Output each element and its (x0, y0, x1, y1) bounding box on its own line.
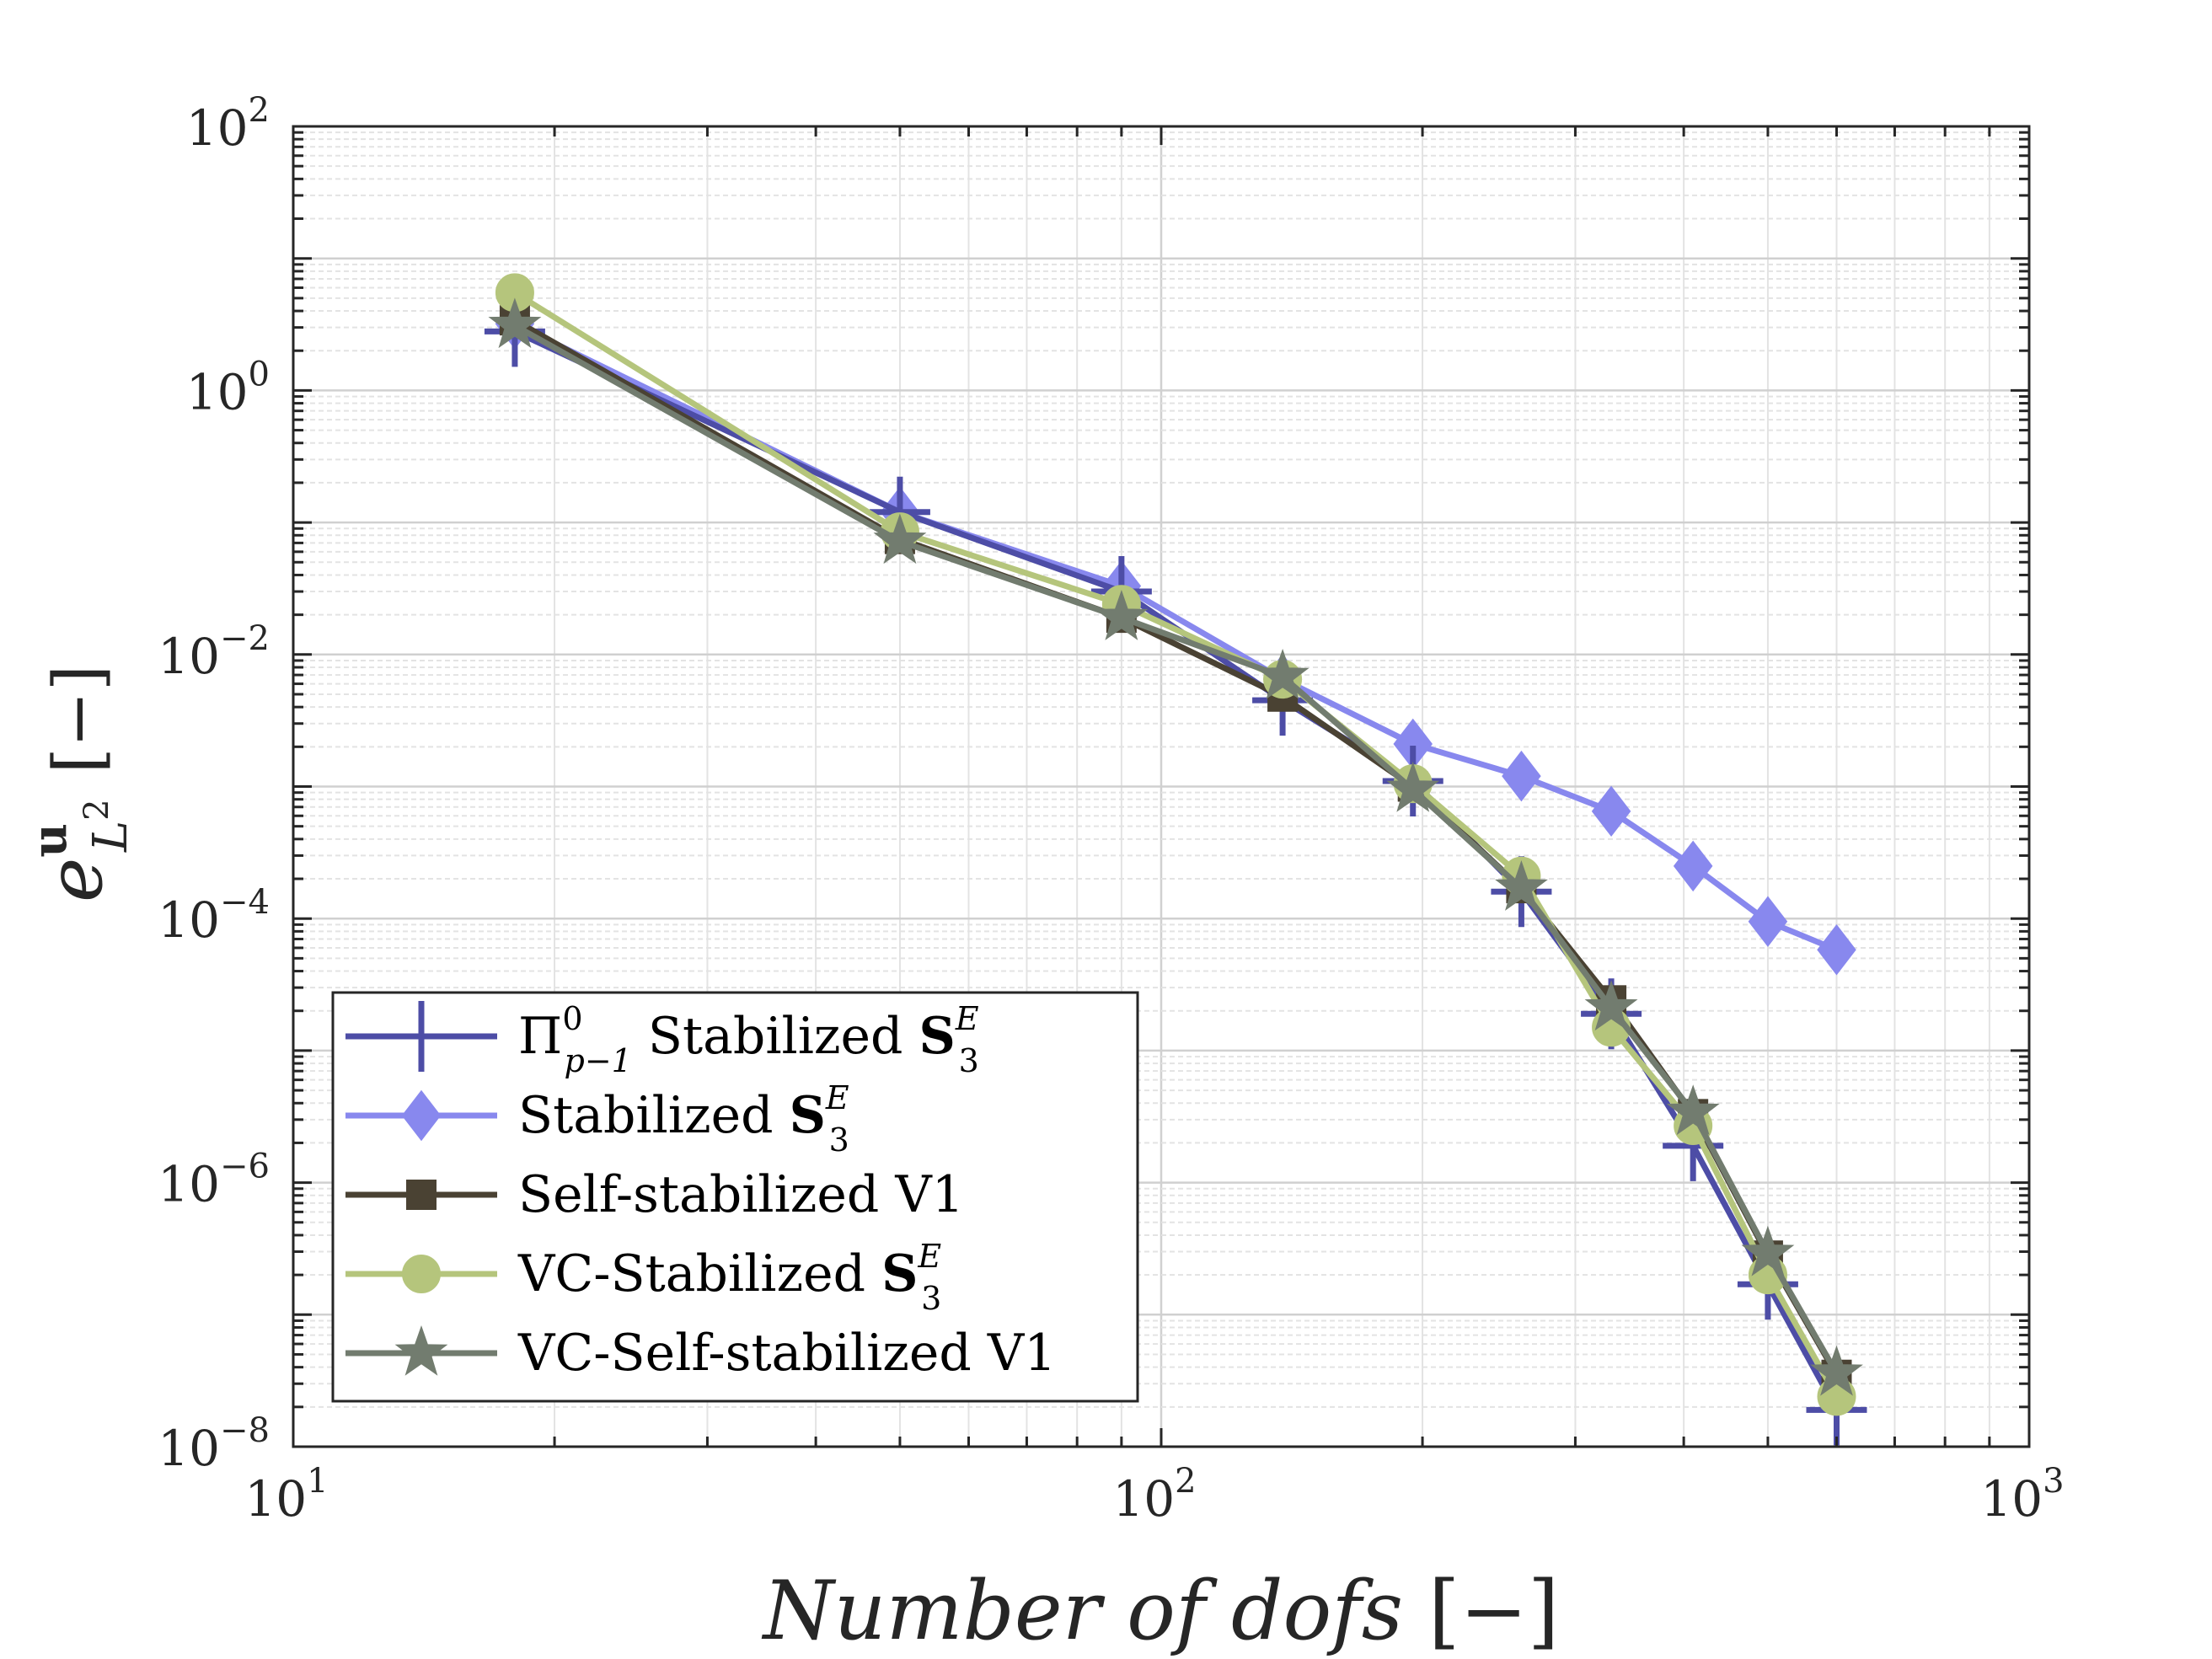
y-tick-label-base: 10 (158, 1420, 220, 1477)
legend-label: Self-stabilized V1 (518, 1165, 964, 1224)
y-label-subscript-power: 2 (78, 799, 116, 820)
y-tick-label: 10−6 (158, 1148, 270, 1213)
y-tick-label-exponent: −4 (220, 883, 270, 922)
y-tick-label-exponent: −2 (220, 619, 270, 658)
data-point (488, 297, 542, 349)
y-tick-label: 10−8 (158, 1411, 270, 1477)
legend-entry-3: Self-stabilized V1 (345, 1165, 964, 1224)
x-tick-label-base: 10 (1112, 1470, 1175, 1528)
data-point (1584, 980, 1638, 1031)
series-line (513, 323, 1840, 1375)
data-point (1741, 1225, 1795, 1276)
data-point (1748, 896, 1788, 947)
y-tick-label-exponent: 2 (249, 91, 270, 130)
y-tick-label: 102 (186, 91, 270, 157)
legend-marker (402, 1255, 441, 1293)
x-tick-label-exponent: 1 (307, 1462, 328, 1501)
data-point (1666, 1084, 1720, 1136)
y-tick-label-exponent: −6 (220, 1148, 270, 1186)
y-tick-label: 100 (186, 355, 270, 420)
legend-entry-2: Stabilized SE 3 (345, 1079, 849, 1159)
y-tick-label-base: 10 (158, 1156, 220, 1213)
y-tick-label-base: 10 (158, 628, 220, 685)
y-tick-label-base: 10 (158, 891, 220, 949)
data-point (1256, 648, 1310, 699)
y-tick-label: 10−2 (158, 619, 270, 685)
data-point (1817, 924, 1856, 976)
legend-marker (391, 1001, 452, 1072)
y-tick-label-exponent: −8 (220, 1411, 270, 1450)
data-point (1502, 750, 1541, 802)
legend-entry-1: Π0 p−1 Stabilized SE 3 (345, 1000, 979, 1079)
legend-entry-4: VC-Stabilized SE 3 (345, 1238, 941, 1317)
x-tick-label-base: 10 (1980, 1470, 2043, 1528)
legend-marker (406, 1180, 437, 1210)
x-axis-label: Number of dofs [−] (762, 1564, 1560, 1658)
x-tick-label: 103 (1980, 1462, 2064, 1528)
y-label-subscript: L (83, 821, 138, 853)
legend-label: Π0 p−1 Stabilized SE 3 (518, 1000, 979, 1079)
legend-marker (401, 1089, 442, 1142)
x-tick-label-exponent: 3 (2043, 1462, 2064, 1501)
y-tick-label: 10−4 (158, 883, 270, 949)
y-tick-label-base: 10 (186, 99, 249, 157)
x-tick-label-exponent: 2 (1175, 1462, 1196, 1501)
legend-entry-5: VC-Self-stabilized V1 (345, 1324, 1056, 1383)
x-tick-label: 102 (1112, 1462, 1196, 1528)
legend-label: VC-Self-stabilized V1 (517, 1324, 1056, 1383)
y-tick-label-base: 10 (186, 363, 249, 420)
series-5 (488, 297, 1863, 1396)
data-point (1495, 860, 1548, 911)
legend-label: VC-Stabilized SE 3 (517, 1238, 941, 1317)
data-point (1673, 840, 1713, 892)
y-label-base: e (31, 858, 120, 902)
x-tick-label-base: 10 (244, 1470, 307, 1528)
x-label-main: Number of dofs (762, 1564, 1403, 1658)
data-point (1591, 785, 1631, 838)
data-point (873, 513, 927, 565)
y-label-unit: [−] (39, 665, 117, 773)
legend-marker (394, 1325, 448, 1376)
y-label-superscript: u (22, 823, 78, 858)
x-label-unit: [−] (1428, 1564, 1559, 1658)
legend-label: Stabilized SE 3 (518, 1079, 849, 1159)
data-point (1810, 1345, 1863, 1396)
y-tick-label-exponent: 0 (249, 355, 270, 393)
data-point (1386, 761, 1440, 812)
series-line (513, 290, 1840, 1399)
y-axis-label: eu L2 [−] (22, 665, 138, 902)
data-point (1095, 590, 1149, 640)
x-tick-label: 101 (244, 1462, 328, 1528)
series-group (484, 273, 1867, 1446)
